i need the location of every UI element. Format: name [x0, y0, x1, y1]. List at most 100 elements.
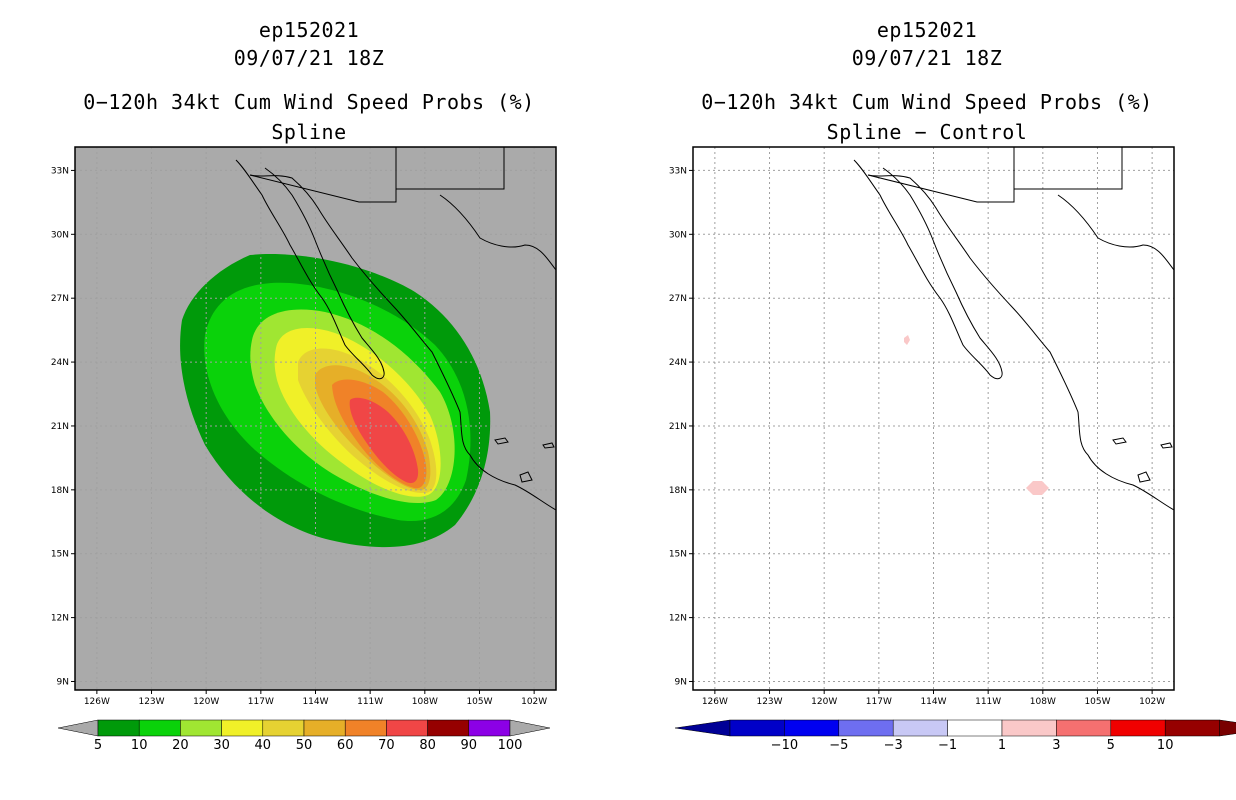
lat-tick-label: 24N — [669, 358, 687, 368]
legend-box — [344, 719, 387, 737]
latitude-labels: 33N 30N 27N 24N 21N 18N 15N 12N 9N — [669, 166, 693, 687]
legend-over-arrow — [509, 719, 551, 737]
product-title: 0−120h 34kt Cum Wind Speed Probs (%) — [83, 90, 535, 114]
legend-label: 70 — [378, 738, 395, 753]
lon-tick-label: 111W — [357, 697, 383, 707]
legend-label: 60 — [337, 738, 354, 753]
island-3 — [519, 471, 533, 483]
lat-tick-label: 21N — [669, 422, 687, 432]
legend-box — [180, 719, 222, 737]
legend-under-arrow — [674, 719, 731, 737]
island-1 — [1112, 437, 1127, 445]
longitude-labels: 126W 123W 120W 117W 114W 111W 108W 105W 102W — [84, 690, 547, 707]
legend-box — [386, 719, 428, 737]
legend-label: 20 — [172, 738, 189, 753]
difference-contours — [904, 335, 1049, 495]
grid-lines — [693, 147, 1174, 690]
mainland-coast — [249, 174, 556, 511]
legend-box — [892, 719, 948, 737]
legend-box — [947, 719, 1003, 737]
legend-over-arrow — [1219, 719, 1236, 737]
lon-tick-label: 114W — [920, 697, 946, 707]
legend-box — [97, 719, 140, 737]
baja-peninsula — [235, 159, 385, 380]
lon-tick-label: 120W — [811, 697, 837, 707]
legend-under-arrow — [57, 719, 99, 737]
prob-70-contour — [349, 397, 419, 484]
lat-tick-label: 18N — [669, 486, 687, 496]
lat-tick-label: 30N — [51, 230, 69, 240]
product-title: 0−120h 34kt Cum Wind Speed Probs (%) — [701, 90, 1153, 114]
east-coast — [439, 194, 556, 271]
forecast-time-title: 09/07/21 18Z — [233, 46, 385, 70]
legend-label: 1 — [998, 738, 1006, 753]
lon-tick-label: 120W — [193, 697, 219, 707]
lon-tick-label: 108W — [412, 697, 438, 707]
lat-tick-label: 27N — [669, 294, 687, 304]
longitude-labels: 126W 123W 120W 117W 114W 111W 108W 105W 102W — [702, 690, 1165, 707]
lon-tick-label: 105W — [466, 697, 492, 707]
lat-tick-label: 9N — [675, 677, 687, 687]
legend-box — [138, 719, 181, 737]
lat-tick-label: 15N — [51, 550, 69, 560]
legend-label: −3 — [884, 738, 903, 753]
legend-label: 50 — [296, 738, 313, 753]
lon-tick-label: 105W — [1084, 697, 1110, 707]
legend-label: 5 — [1107, 738, 1115, 753]
lat-tick-label: 21N — [51, 422, 69, 432]
lon-tick-label: 117W — [248, 697, 274, 707]
legend-box — [427, 719, 470, 737]
panel-subtitle: Spline − Control — [826, 120, 1028, 144]
legend-label: −10 — [771, 738, 798, 753]
legend-box — [303, 719, 346, 737]
east-coast — [1057, 194, 1174, 271]
lat-tick-label: 15N — [669, 550, 687, 560]
lon-tick-label: 102W — [521, 697, 547, 707]
legend-label: 90 — [461, 738, 478, 753]
legend-box — [838, 719, 894, 737]
legend-label: −1 — [938, 738, 957, 753]
legend-label: 40 — [255, 738, 272, 753]
lon-tick-label: 102W — [1139, 697, 1165, 707]
legend-box — [1056, 719, 1112, 737]
legend-label: −5 — [829, 738, 848, 753]
legend-label: 30 — [213, 738, 230, 753]
lon-tick-label: 114W — [302, 697, 328, 707]
lat-tick-label: 12N — [669, 614, 687, 624]
lon-tick-label: 111W — [975, 697, 1001, 707]
legend-box — [1164, 719, 1220, 737]
legend-label: 5 — [94, 738, 102, 753]
us-mexico-border — [867, 147, 1123, 203]
color-legend: −10 −5 −3 −1 1 3 5 10 — [674, 719, 1236, 753]
latitude-labels: 33N 30N 27N 24N 21N 18N 15N 12N 9N — [51, 166, 75, 687]
island-2 — [542, 442, 555, 449]
panel-subtitle: Spline — [271, 120, 347, 144]
right-map-panel: ep152021 09/07/21 18Z 0−120h 34kt Cum Wi… — [618, 0, 1236, 800]
probability-contours — [180, 254, 491, 548]
color-legend: 5 10 20 30 40 50 60 70 80 90 100 — [57, 719, 551, 753]
lat-tick-label: 27N — [51, 294, 69, 304]
lon-tick-label: 123W — [138, 697, 164, 707]
island-1 — [494, 437, 509, 445]
mainland-coast — [867, 174, 1174, 511]
lon-tick-label: 108W — [1030, 697, 1056, 707]
legend-box — [729, 719, 785, 737]
us-mexico-border — [249, 147, 505, 203]
coastlines — [853, 147, 1174, 511]
left-map-panel: ep152021 09/07/21 18Z 0−120h 34kt Cum Wi… — [51, 18, 557, 753]
lat-tick-label: 12N — [51, 614, 69, 624]
storm-id-title: ep152021 — [258, 18, 360, 42]
coastlines — [235, 147, 556, 511]
forecast-time-title: 09/07/21 18Z — [851, 46, 1003, 70]
storm-id-title: ep152021 — [876, 18, 978, 42]
lat-tick-label: 33N — [669, 166, 687, 176]
lat-tick-label: 9N — [57, 677, 69, 687]
legend-box — [221, 719, 264, 737]
lat-tick-label: 33N — [51, 166, 69, 176]
legend-label: 10 — [1157, 738, 1174, 753]
diff-1-3-blob — [904, 335, 910, 345]
legend-label: 100 — [498, 738, 523, 753]
legend-box — [1110, 719, 1166, 737]
